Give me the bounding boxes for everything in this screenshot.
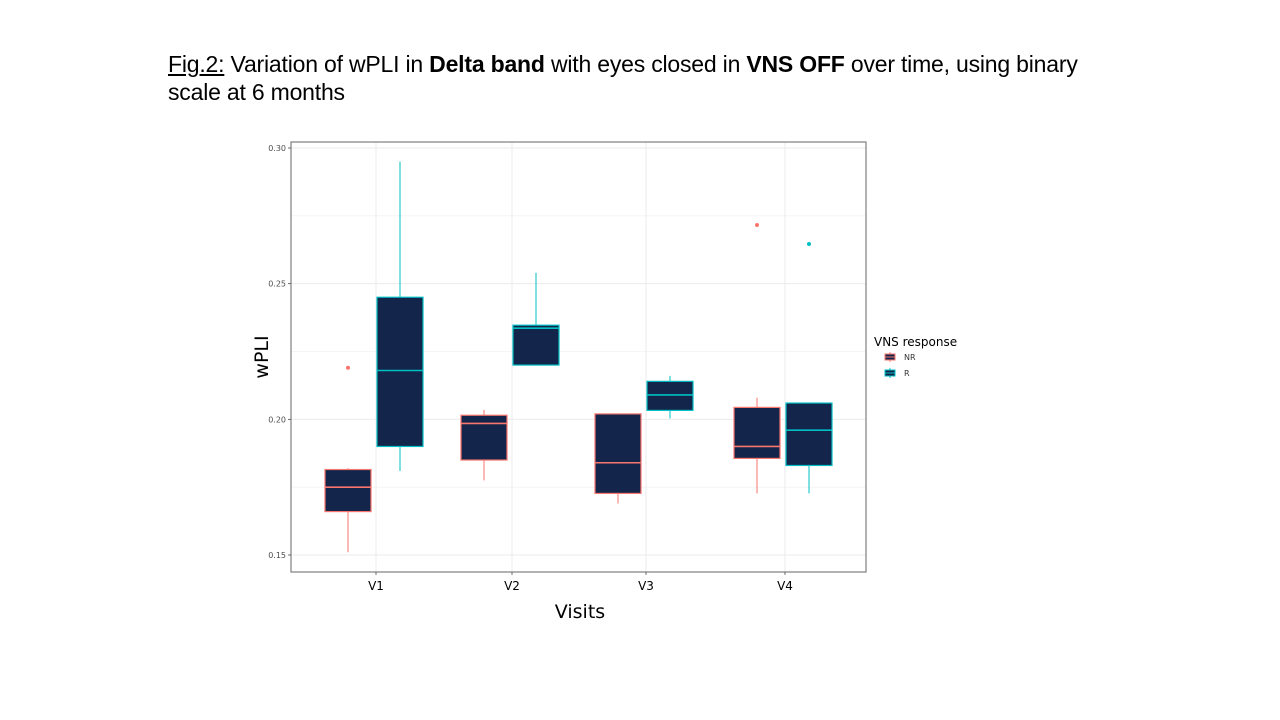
caption-bold-band: Delta band: [429, 51, 545, 77]
y-tick-label: 0.15: [268, 551, 286, 560]
grid-lines: [291, 142, 866, 572]
outlier-point: [807, 242, 811, 247]
box: [733, 406, 781, 460]
x-axis-ticks: V1 V2 V3 V4: [368, 572, 793, 593]
box: [512, 324, 560, 366]
x-tick-label: V1: [368, 579, 384, 593]
x-tick-label: V3: [638, 579, 654, 593]
x-axis-title: Visits: [555, 601, 605, 623]
y-tick-label: 0.30: [268, 144, 286, 153]
caption-bold-condition: VNS OFF: [746, 51, 845, 77]
caption-text-2: with eyes closed in: [544, 51, 747, 77]
box: [594, 413, 642, 495]
legend-label-nr: NR: [904, 353, 916, 362]
y-tick-label: 0.20: [268, 415, 286, 424]
x-tick-label: V4: [777, 579, 793, 593]
plot-panel-border: [290, 141, 867, 573]
caption-text-1: Variation of wPLI in: [224, 51, 430, 77]
y-axis-title: wPLI: [251, 335, 273, 378]
legend-title: VNS response: [874, 335, 957, 349]
y-tick-label: 0.25: [268, 280, 286, 289]
box-series: [324, 161, 833, 553]
caption-text-3: over time, using binary scale at 6 month…: [168, 51, 1078, 105]
x-tick-label: V2: [504, 579, 520, 593]
box: [376, 296, 424, 448]
box: [785, 402, 833, 467]
series-r: [376, 161, 833, 494]
y-axis-ticks: 0.15 0.20 0.25 0.30: [268, 144, 291, 560]
box: [324, 468, 372, 513]
outlier-point: [346, 365, 350, 370]
box: [460, 414, 508, 461]
outlier-point: [755, 223, 759, 228]
box: [646, 380, 694, 411]
figure-label: Fig.2:: [168, 51, 225, 77]
legend-label-r: R: [904, 369, 910, 378]
figure-caption: Fig.2: Variation of wPLI in Delta band w…: [168, 50, 1088, 106]
series-nr: [324, 223, 781, 553]
legend: VNS response NR R: [874, 335, 957, 378]
